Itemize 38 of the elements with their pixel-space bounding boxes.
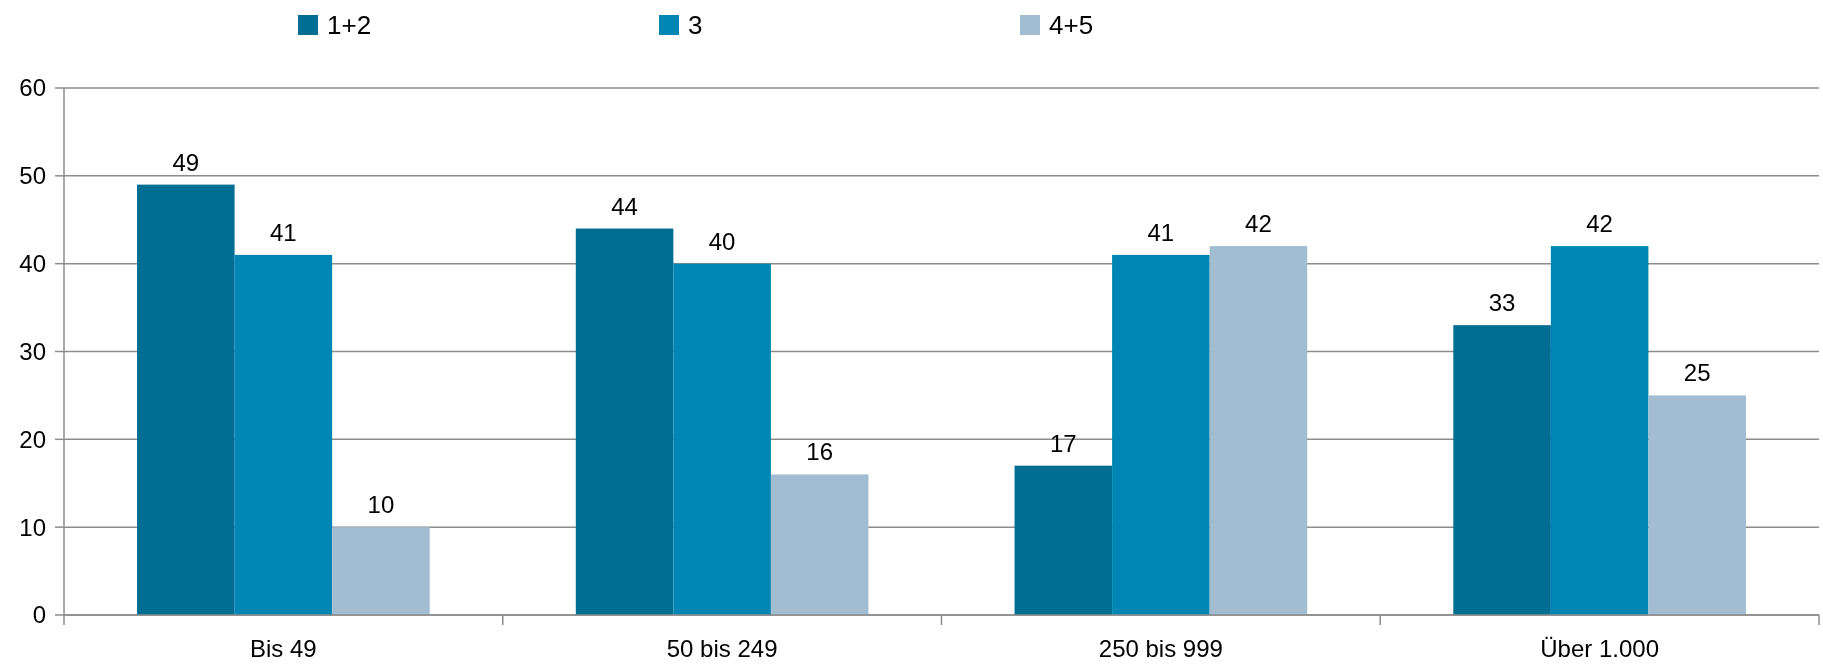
x-tick-label: 50 bis 249	[666, 635, 778, 662]
bar	[575, 228, 674, 615]
data-label: 44	[611, 192, 638, 220]
y-tick-label: 0	[32, 601, 46, 629]
legend-label: 4+5	[1049, 10, 1094, 41]
y-tick-label: 60	[19, 74, 46, 102]
data-label: 41	[1147, 218, 1175, 246]
y-tick-label: 30	[19, 337, 46, 365]
bar	[1550, 246, 1649, 615]
bar	[1453, 325, 1551, 615]
y-tick-label: 50	[19, 162, 46, 190]
bar	[137, 184, 235, 615]
y-tick-label: 20	[19, 425, 46, 453]
y-tick-label: 40	[19, 250, 46, 278]
bar	[1209, 246, 1308, 615]
data-label: 41	[270, 218, 297, 246]
x-tick-label: Bis 49	[250, 635, 317, 662]
data-label: 49	[172, 148, 200, 176]
legend-label: 3	[688, 10, 703, 41]
data-label: 42	[1586, 210, 1613, 238]
legend-label: 1+2	[327, 10, 372, 41]
y-tick-label: 10	[19, 513, 46, 541]
data-label: 40	[708, 227, 736, 255]
bar	[673, 263, 771, 615]
x-tick-label: Über 1.000	[1540, 635, 1659, 662]
data-label: 16	[806, 438, 834, 466]
data-label: 17	[1049, 429, 1077, 457]
x-tick-label: 250 bis 999	[1098, 635, 1223, 662]
bar	[1112, 254, 1210, 615]
bar	[1648, 395, 1746, 615]
bar	[332, 527, 430, 615]
bar	[770, 474, 869, 615]
bar	[234, 254, 333, 615]
bar	[1014, 465, 1113, 615]
data-label: 10	[367, 491, 395, 519]
data-label: 25	[1683, 359, 1711, 387]
data-label: 33	[1488, 289, 1516, 317]
data-label: 42	[1245, 210, 1272, 238]
